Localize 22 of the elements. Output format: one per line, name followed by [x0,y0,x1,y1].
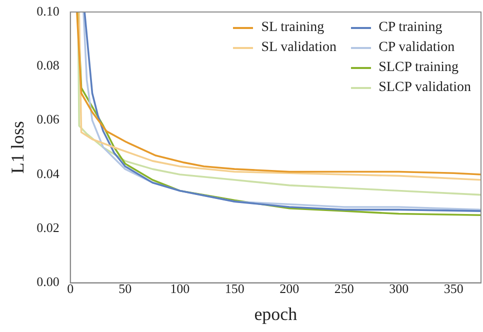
y-tick-label: 0.10 [36,3,60,18]
x-tick-label: 350 [444,281,464,296]
y-axis-title: L1 loss [8,121,28,174]
y-tick-label: 0.08 [36,58,60,73]
legend-label: CP training [378,20,442,36]
x-tick-label: 150 [224,281,244,296]
x-tick-label: 0 [67,281,74,296]
x-tick-label: 200 [280,281,300,296]
y-tick-label: 0.06 [36,112,60,127]
x-tick-label: 50 [118,281,132,296]
y-tick-label: 0.02 [36,220,60,236]
x-tick-label: 300 [389,281,409,296]
legend-label: SLCP validation [378,80,471,96]
x-tick-label: 250 [334,281,354,296]
legend-label: SL training [261,20,324,36]
x-tick-label: 100 [170,281,190,296]
y-tick-label: 0.04 [36,166,60,181]
y-tick-label: 0.00 [36,274,60,290]
legend-label: SL validation [261,40,337,56]
x-axis-title: epoch [254,304,298,324]
legend-label: CP validation [378,40,455,56]
legend-label: SLCP training [378,60,459,76]
